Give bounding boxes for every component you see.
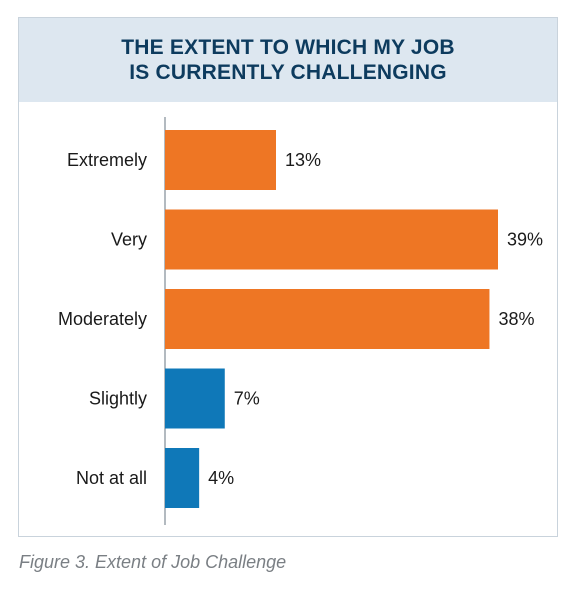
chart-title-banner: THE EXTENT TO WHICH MY JOB IS CURRENTLY … bbox=[19, 18, 557, 102]
value-label: 13% bbox=[285, 150, 321, 170]
bar-very bbox=[165, 209, 498, 270]
value-label: 39% bbox=[507, 230, 543, 250]
chart-title-line-2: IS CURRENTLY CHALLENGING bbox=[129, 61, 447, 84]
category-label: Not at all bbox=[76, 468, 147, 488]
value-label: 4% bbox=[208, 468, 234, 488]
chart-frame: THE EXTENT TO WHICH MY JOB IS CURRENTLY … bbox=[18, 17, 558, 537]
category-label: Moderately bbox=[58, 309, 147, 329]
category-label: Extremely bbox=[67, 150, 147, 170]
bar-moderately bbox=[165, 289, 490, 349]
bar-extremely bbox=[165, 130, 276, 190]
value-label: 7% bbox=[234, 389, 260, 409]
bar-not-at-all bbox=[165, 448, 200, 508]
figure-caption: Figure 3. Extent of Job Challenge bbox=[19, 552, 287, 572]
category-label: Slightly bbox=[89, 389, 147, 409]
category-label: Very bbox=[111, 230, 147, 250]
chart-title-line-1: THE EXTENT TO WHICH MY JOB bbox=[121, 36, 455, 59]
value-label: 38% bbox=[498, 309, 534, 329]
bar-slightly bbox=[165, 368, 225, 429]
